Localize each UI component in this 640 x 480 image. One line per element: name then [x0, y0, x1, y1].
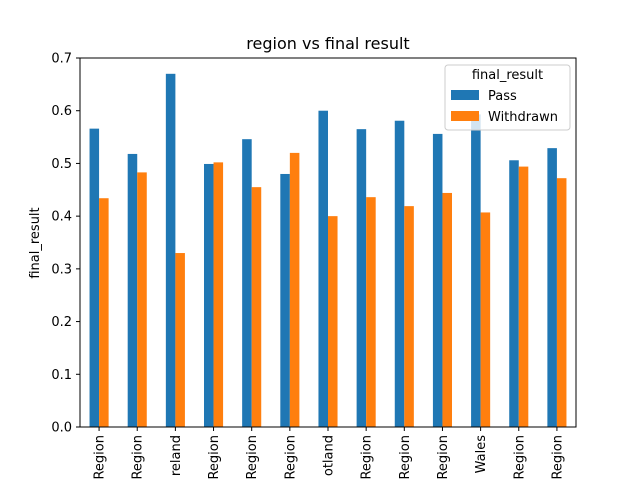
x-tick-label: Region — [283, 435, 298, 480]
bar-pass-6 — [318, 110, 328, 428]
bar-withdrawn-12 — [556, 178, 567, 427]
bar-withdrawn-8 — [404, 206, 414, 427]
legend-swatch-withdrawn — [451, 111, 479, 121]
chart-title: region vs final result — [246, 34, 409, 53]
y-axis-label: final_result — [28, 207, 43, 278]
bar-pass-3 — [204, 163, 214, 427]
bar-pass-5 — [280, 173, 290, 427]
bar-pass-12 — [547, 148, 557, 427]
legend-label-withdrawn: Withdrawn — [488, 110, 558, 125]
bar-pass-11 — [509, 160, 519, 427]
bar-pass-1 — [127, 153, 138, 427]
y-tick-label: 0.6 — [51, 104, 72, 119]
y-tick-label: 0.5 — [51, 157, 72, 172]
x-tick-label: Region — [398, 435, 413, 480]
plot-area: 0.0 0.1 0.2 0.3 0.4 0.5 0.6 0.7 Region Region rela… — [51, 52, 577, 480]
x-tick-label: Region — [360, 435, 375, 480]
x-tick-label: otland — [322, 435, 337, 476]
x-tick-label: Region — [93, 435, 108, 480]
bar-pass-8 — [394, 120, 405, 427]
bar-withdrawn-6 — [328, 216, 338, 427]
x-tick-label: Region — [131, 435, 146, 480]
bar-pass-9 — [432, 133, 443, 427]
legend-title: final_result — [472, 68, 543, 83]
bar-withdrawn-9 — [442, 192, 452, 427]
bar-withdrawn-5 — [289, 152, 300, 427]
y-tick-label: 0.3 — [51, 262, 72, 277]
bar-withdrawn-10 — [480, 212, 491, 427]
y-tick-label: 0.1 — [51, 368, 72, 383]
bar-withdrawn-3 — [213, 162, 224, 427]
x-tick-label: Region — [512, 435, 527, 480]
y-tick-label: 0.7 — [51, 52, 72, 67]
bar-withdrawn-1 — [137, 172, 147, 427]
bar-pass-2 — [165, 73, 176, 427]
bar-withdrawn-11 — [518, 166, 529, 427]
y-tick-label: 0.0 — [51, 421, 72, 436]
bar-withdrawn-4 — [251, 187, 262, 427]
bar-pass-10 — [471, 114, 481, 428]
bar-withdrawn-7 — [366, 197, 376, 427]
x-tick-label: Region — [207, 435, 222, 480]
x-tick-label: reland — [169, 435, 184, 476]
legend: final_result Pass Withdrawn — [444, 64, 571, 131]
legend-label-pass: Pass — [488, 89, 517, 104]
bar-withdrawn-2 — [175, 253, 185, 427]
bar-pass-7 — [356, 129, 367, 427]
bar-pass-4 — [242, 139, 252, 427]
x-tick-label: Region — [550, 435, 565, 480]
x-tick-label: Wales — [474, 435, 489, 474]
bar-withdrawn-0 — [99, 198, 109, 427]
y-tick-label: 0.4 — [51, 210, 72, 225]
x-tick-label: Region — [436, 435, 451, 480]
bar-pass-0 — [89, 128, 100, 427]
legend-swatch-pass — [451, 90, 479, 100]
y-tick-label: 0.2 — [51, 315, 72, 330]
x-tick-label: Region — [245, 435, 260, 480]
